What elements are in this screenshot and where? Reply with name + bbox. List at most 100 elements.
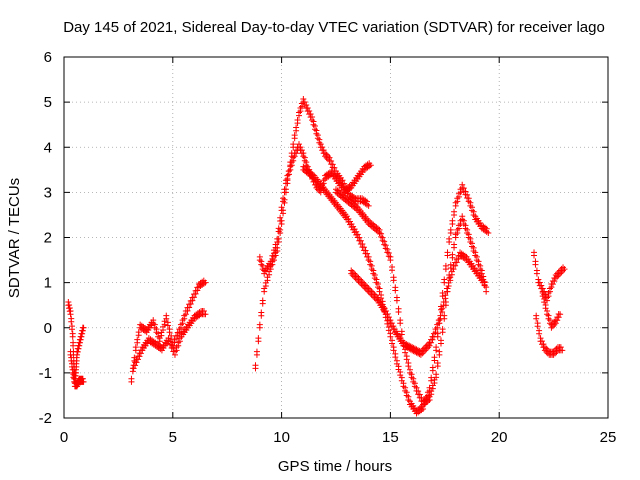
data-point [470,208,477,215]
data-point [326,154,333,161]
data-point [539,290,546,297]
data-point [303,101,310,108]
data-point [367,258,374,265]
data-point [395,363,402,370]
data-point [275,225,282,232]
data-point [281,186,288,193]
data-point [300,95,307,102]
data-point [280,195,287,202]
data-point [483,225,490,232]
data-point [398,328,405,335]
data-point [331,164,338,171]
data-point [439,305,446,312]
data-point [403,353,410,360]
data-point [80,378,87,385]
data-point [69,330,76,337]
data-point [400,380,407,387]
data-point [294,117,301,124]
data-point [532,258,539,265]
data-point [155,330,162,337]
data-point [356,234,363,241]
data-point [440,299,447,306]
data-point [464,226,471,233]
data-point [433,344,440,351]
data-point [374,280,381,287]
data-point [163,312,170,319]
data-point [79,375,86,382]
data-point [436,348,443,355]
data-point [462,188,469,195]
x-tick-label: 0 [60,429,68,446]
data-point [446,235,453,242]
y-tick-label: -1 [39,365,52,382]
data-point [252,362,259,369]
y-tick-label: 1 [44,275,52,292]
data-point [465,195,472,202]
data-point [541,296,548,303]
data-point [376,226,383,233]
data-point [402,384,409,391]
data-point [384,246,391,253]
data-point [287,163,294,170]
data-point [135,329,142,336]
data-point [442,292,449,299]
data-point [385,324,392,331]
data-point [256,253,263,260]
data-point [368,262,375,269]
data-point [67,348,74,355]
data-point [132,344,139,351]
data-point [381,238,388,245]
data-point [164,319,171,326]
data-point [166,326,173,333]
series-track [533,312,566,358]
data-point [426,384,433,391]
x-tick-label: 15 [382,429,399,446]
data-point [66,305,73,312]
x-tick-label: 10 [273,429,290,446]
data-point [416,391,423,398]
data-point [360,244,367,251]
data-point [68,354,75,361]
data-point [301,98,308,105]
data-point [382,242,389,249]
data-point [441,276,448,283]
data-point [153,326,160,333]
data-point [170,345,177,352]
data-point [546,285,553,292]
data-point [284,172,291,179]
data-point [460,185,467,192]
data-point [298,147,305,154]
data-point [71,375,78,382]
data-point [70,339,77,346]
data-point [477,262,484,269]
data-point [449,251,456,258]
data-point [464,191,471,198]
data-point [68,360,75,367]
data-point [397,317,404,324]
data-point [274,235,281,242]
data-point [301,154,308,161]
data-point [437,312,444,319]
data-point [393,357,400,364]
data-point [297,104,304,111]
data-point [405,359,412,366]
y-tick-label: 2 [44,230,52,247]
data-point [534,320,541,327]
data-point [408,371,415,378]
data-point [467,235,474,242]
series-track [128,277,209,385]
data-point [449,217,456,224]
data-point [320,147,327,154]
x-tick-label: 5 [169,429,177,446]
data-point [67,308,74,315]
data-point [431,354,438,361]
data-point [536,279,543,286]
data-point [378,291,385,298]
y-tick-label: 0 [44,320,52,337]
series-track [539,290,564,331]
data-point [296,109,303,116]
data-point [389,264,396,271]
data-point [473,253,480,260]
data-point [383,308,390,315]
data-point [255,335,262,342]
